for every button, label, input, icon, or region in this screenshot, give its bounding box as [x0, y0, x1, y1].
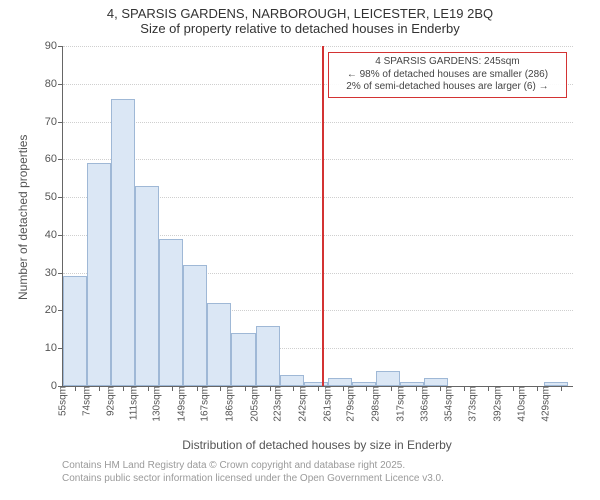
x-tick	[561, 386, 562, 391]
histogram-bar	[87, 163, 111, 386]
x-tick-label: 392sqm	[487, 386, 504, 422]
histogram-bar	[328, 378, 352, 386]
y-axis-label: Number of detached properties	[16, 135, 30, 300]
x-tick-label: 373sqm	[462, 386, 479, 422]
x-tick-label: 223sqm	[267, 386, 284, 422]
callout-line: 4 SPARSIS GARDENS: 245sqm	[334, 56, 561, 69]
footer-line2: Contains public sector information licen…	[62, 473, 444, 486]
x-tick-label: 205sqm	[244, 386, 261, 422]
histogram-bar	[159, 239, 183, 386]
x-tick-label: 186sqm	[219, 386, 236, 422]
chart-title-line1: 4, SPARSIS GARDENS, NARBOROUGH, LEICESTE…	[0, 0, 600, 21]
x-tick-label: 92sqm	[99, 386, 116, 416]
y-tick-label: 60	[45, 153, 63, 165]
y-tick-label: 10	[45, 342, 63, 354]
plot-area: 010203040506070809055sqm74sqm92sqm111sqm…	[62, 46, 573, 387]
histogram-bar	[376, 371, 400, 386]
x-tick-label: 354sqm	[437, 386, 454, 422]
histogram-bar	[63, 276, 87, 386]
x-tick-label: 130sqm	[146, 386, 163, 422]
reference-line	[322, 46, 324, 386]
x-tick-label: 242sqm	[292, 386, 309, 422]
chart-title-line2: Size of property relative to detached ho…	[0, 21, 600, 36]
x-tick-label: 429sqm	[535, 386, 552, 422]
histogram-bar	[424, 378, 448, 386]
callout-line: ← 98% of detached houses are smaller (28…	[334, 69, 561, 82]
histogram-bar	[183, 265, 207, 386]
gridline	[63, 159, 573, 160]
x-tick-label: 410sqm	[510, 386, 527, 422]
histogram-bar	[280, 375, 304, 386]
chart-card: 4, SPARSIS GARDENS, NARBOROUGH, LEICESTE…	[0, 0, 600, 500]
y-tick-label: 70	[45, 116, 63, 128]
gridline	[63, 46, 573, 47]
x-tick-label: 55sqm	[51, 386, 68, 416]
histogram-bar	[207, 303, 231, 386]
callout-line: 2% of semi-detached houses are larger (6…	[334, 81, 561, 94]
x-tick-label: 279sqm	[340, 386, 357, 422]
x-tick-label: 74sqm	[76, 386, 93, 416]
x-tick-label: 111sqm	[122, 386, 139, 420]
histogram-bar	[256, 326, 280, 386]
y-tick-label: 50	[45, 191, 63, 203]
callout-box: 4 SPARSIS GARDENS: 245sqm← 98% of detach…	[328, 52, 567, 98]
y-tick-label: 80	[45, 78, 63, 90]
histogram-bar	[135, 186, 159, 386]
gridline	[63, 122, 573, 123]
footer-line1: Contains HM Land Registry data © Crown c…	[62, 460, 444, 473]
x-tick-label: 317sqm	[389, 386, 406, 422]
x-tick-label: 167sqm	[194, 386, 211, 422]
histogram-bar	[231, 333, 255, 386]
x-tick-label: 336sqm	[414, 386, 431, 422]
x-tick-label: 149sqm	[171, 386, 188, 422]
attribution-footer: Contains HM Land Registry data © Crown c…	[62, 460, 444, 485]
x-tick-label: 298sqm	[365, 386, 382, 422]
y-tick-label: 30	[45, 267, 63, 279]
x-tick-label: 261sqm	[316, 386, 333, 422]
histogram-bar	[111, 99, 135, 386]
x-axis-label: Distribution of detached houses by size …	[62, 438, 572, 452]
y-tick-label: 40	[45, 229, 63, 241]
y-tick-label: 90	[45, 40, 63, 52]
y-tick-label: 20	[45, 304, 63, 316]
